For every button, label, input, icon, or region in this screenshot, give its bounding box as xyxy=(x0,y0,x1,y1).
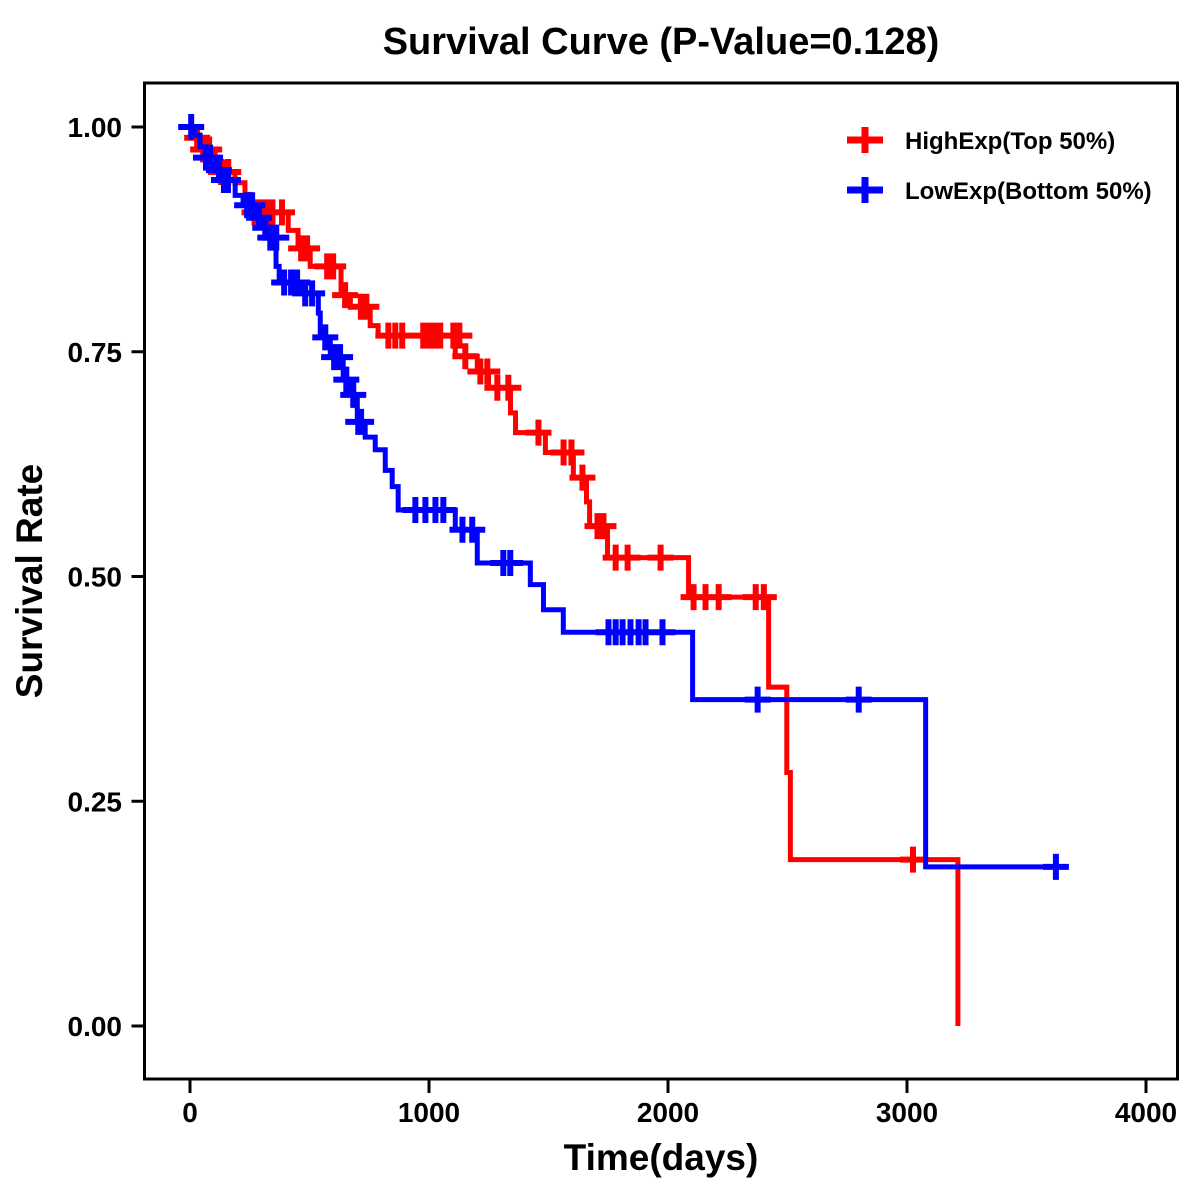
censor-marks-lowexp xyxy=(178,114,1069,880)
y-tick-label: 0.50 xyxy=(68,562,123,593)
legend-label-lowexp: LowExp(Bottom 50%) xyxy=(905,178,1152,205)
chart-title: Survival Curve (P-Value=0.128) xyxy=(383,21,940,63)
y-tick-label: 0.75 xyxy=(68,337,123,368)
censor-marks-highexp xyxy=(184,124,926,873)
survival-curve-highexp xyxy=(190,124,961,1026)
y-axis: 0.00 0.25 0.50 0.75 1.00 xyxy=(68,112,145,1042)
x-axis-title: Time(days) xyxy=(564,1137,759,1178)
x-tick-label: 2000 xyxy=(637,1097,699,1128)
y-tick-label: 0.00 xyxy=(68,1011,123,1042)
y-axis-title: Survival Rate xyxy=(9,464,50,698)
highexp-plus-marker-icon xyxy=(847,127,883,153)
survival-curve-lowexp xyxy=(190,124,1068,870)
legend: HighExp(Top 50%) LowExp(Bottom 50%) xyxy=(847,127,1152,205)
x-tick-label: 4000 xyxy=(1115,1097,1177,1128)
series-group xyxy=(178,114,1069,1026)
legend-label-highexp: HighExp(Top 50%) xyxy=(905,128,1115,155)
y-tick-label: 1.00 xyxy=(68,112,123,143)
x-tick-label: 1000 xyxy=(398,1097,460,1128)
x-axis: 0 1000 2000 3000 4000 xyxy=(182,1079,1177,1128)
x-tick-label: 3000 xyxy=(876,1097,938,1128)
x-tick-label: 0 xyxy=(182,1097,198,1128)
plot-frame xyxy=(143,81,1179,1081)
y-tick-label: 0.25 xyxy=(68,786,123,817)
lowexp-plus-marker-icon xyxy=(847,177,883,203)
